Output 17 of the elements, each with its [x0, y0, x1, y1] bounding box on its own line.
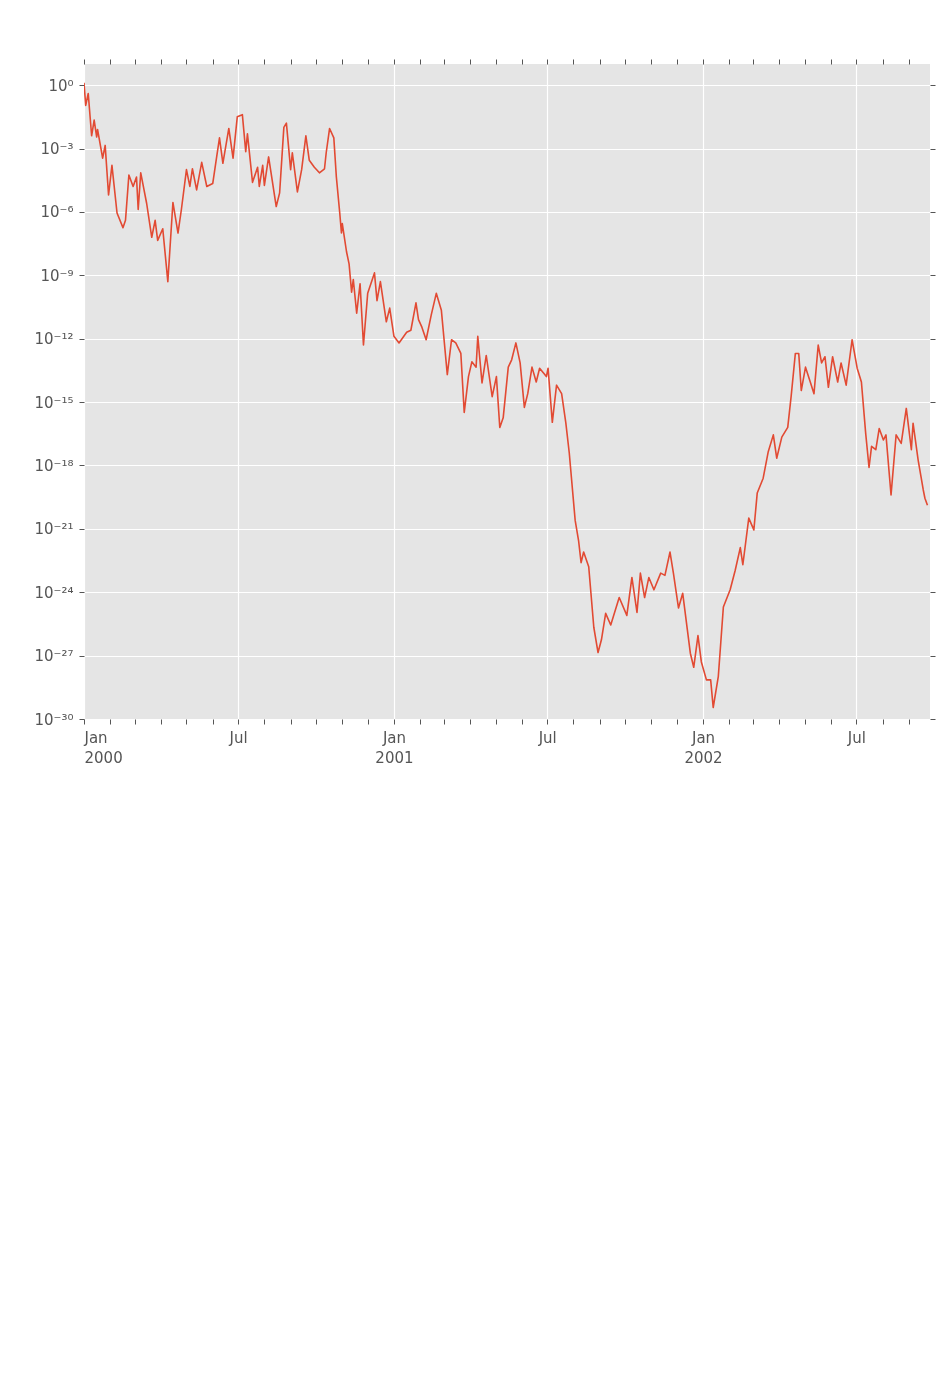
x-tick-label: Jul	[846, 728, 866, 747]
y-tick-label: 10⁻¹⁵	[34, 393, 74, 412]
y-tick-label: 10⁻¹⁸	[34, 456, 74, 475]
y-tick-label: 10⁻³⁰	[34, 710, 74, 729]
y-tick-label: 10⁻²⁷	[34, 647, 74, 666]
y-tick-label: 10⁻⁹	[40, 266, 74, 285]
x-tick-label: Jan 2002	[684, 728, 723, 767]
y-tick-label: 10⁻⁶	[40, 203, 74, 222]
x-tick-label: Jan 2001	[375, 728, 414, 767]
y-tick-label: 10⁰	[48, 76, 74, 95]
y-tick-label: 10⁻³	[40, 140, 74, 159]
y-tick-label: 10⁻²¹	[34, 520, 74, 539]
x-tick-label: Jul	[228, 728, 248, 747]
x-tick-label: Jan 2000	[83, 728, 123, 767]
y-tick-label: 10⁻¹²	[34, 330, 74, 349]
x-tick-label: Jul	[537, 728, 557, 747]
y-tick-label: 10⁻²⁴	[34, 583, 74, 602]
